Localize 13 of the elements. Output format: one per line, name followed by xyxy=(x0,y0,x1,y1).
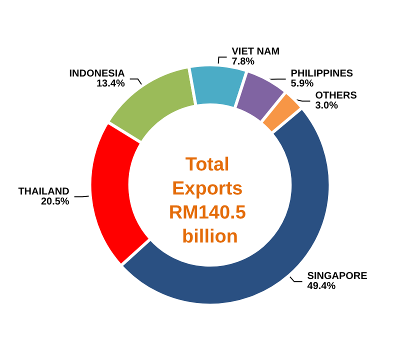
slice-label: OTHERS xyxy=(315,90,358,102)
data-label: 7.8% xyxy=(232,56,255,68)
slice-label: VIET NAM xyxy=(232,46,280,58)
slice-label: THAILAND xyxy=(18,186,70,198)
slice-label: INDONESIA xyxy=(69,68,125,80)
data-label: 20.5% xyxy=(40,196,70,208)
data-label: 49.4% xyxy=(307,281,336,292)
data-label: 5.9% xyxy=(290,78,314,90)
text: Total Exports RM140.5 billion xyxy=(168,154,252,248)
slice-label: PHILIPPINES xyxy=(290,68,354,80)
data-label: 13.4% xyxy=(96,78,125,90)
slice-label: SINGAPORE xyxy=(307,271,368,282)
data-label: 3.0% xyxy=(315,100,338,112)
